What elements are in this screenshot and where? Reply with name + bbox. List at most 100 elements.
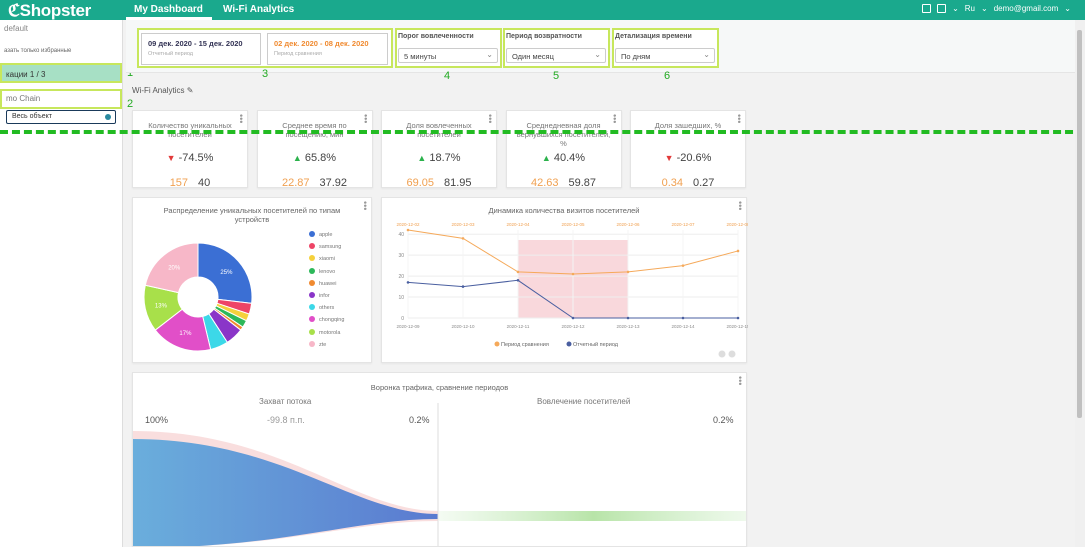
kpi-report-value: 40 [198, 177, 211, 189]
book-icon[interactable] [922, 4, 932, 13]
chevron-down-icon: ⌄ [594, 50, 601, 59]
prev-page-icon[interactable] [718, 350, 726, 358]
data-point[interactable] [626, 270, 630, 274]
object-select[interactable]: Весь объект [6, 110, 116, 124]
y-tick-label: 40 [398, 232, 404, 238]
funnel-right-title: Вовлечение посетителей [537, 397, 631, 406]
data-point[interactable] [736, 316, 740, 320]
sidebar: default азать только избранные кации 1 /… [0, 20, 123, 547]
annotation-5: 5 [553, 70, 560, 82]
x-tick-label: 2020-12-13 [616, 324, 640, 329]
kpi-compare-value: 42.63 [530, 177, 559, 189]
data-point[interactable] [406, 228, 410, 232]
arrow-down-icon: ▼ [166, 153, 176, 163]
annotation-1: 1 [127, 67, 134, 79]
x-top-tick-label: 2020-12-02 [396, 222, 420, 227]
data-point[interactable] [516, 270, 520, 274]
kpi-values: 42.63 59.87 [507, 177, 621, 189]
compare-period-picker[interactable]: 02 дек. 2020 - 08 дек. 2020 Период сравн… [267, 33, 388, 65]
data-point[interactable] [736, 249, 740, 253]
data-point[interactable] [571, 272, 575, 276]
threshold-select[interactable]: 5 минуты ⌄ [398, 48, 498, 63]
show-favorites-link[interactable]: азать только избранные [4, 48, 72, 54]
x-tick-label: 2020-12-10 [451, 324, 475, 329]
data-point[interactable] [626, 316, 630, 320]
data-point[interactable] [681, 316, 685, 320]
more-icon[interactable]: ••• [735, 201, 745, 211]
line-chart: 0 10 20 30 40 2020-12-09 2020-12-02 2020-12-10 2… [396, 222, 748, 358]
chevron-down-icon: ⌄ [486, 50, 493, 59]
legend-item-apple[interactable]: apple [309, 231, 332, 238]
annotation-6: 6 [664, 70, 671, 82]
x-top-tick-label: 2020-12-05 [561, 222, 585, 227]
chevron-down-icon[interactable]: ⌄ [952, 4, 959, 13]
legend-item-lenovo[interactable]: lenovo [309, 267, 335, 275]
sidebar-default[interactable]: default [4, 24, 29, 33]
next-page-icon[interactable] [728, 350, 736, 358]
kpi-card: ••• Доля вовлеченных посетителей ▲ 18.7% 69… [381, 110, 497, 189]
kpi-delta: ▲ 65.8% [292, 152, 337, 164]
more-icon[interactable]: ••• [735, 376, 745, 386]
arrow-up-icon: ▲ [292, 153, 302, 163]
legend-item-others[interactable]: others [309, 304, 334, 311]
arrow-up-icon: ▲ [417, 153, 427, 163]
edit-icon[interactable]: ✎ [186, 86, 194, 95]
pie-slice-label: 20% [168, 265, 181, 271]
scrollbar-thumb[interactable] [1077, 30, 1082, 418]
pie-slice-apple[interactable] [197, 242, 253, 304]
user-area: ⌄ Ru ⌄ demo@gmail.com ⌄ [922, 4, 1071, 13]
data-point[interactable] [461, 285, 465, 288]
line-title: Динамика количества визитов посетителей [488, 206, 640, 215]
data-point[interactable] [406, 281, 410, 284]
report-period-picker[interactable]: 09 дек. 2020 - 15 дек. 2020 Отчетный пер… [141, 33, 261, 65]
chevron-down-icon[interactable]: ⌄ [981, 4, 988, 13]
legend-item-samsung[interactable]: samsung [309, 243, 341, 250]
return-period-select[interactable]: Один месяц ⌄ [506, 48, 606, 63]
legend-item-huawei[interactable]: huawei [309, 279, 336, 287]
annotation-2: 2 [127, 98, 134, 110]
logo-icon: ℭ [8, 1, 20, 20]
funnel-chart [133, 403, 746, 546]
share-icon[interactable] [937, 4, 947, 13]
legend-item-infor[interactable]: infor [309, 292, 330, 299]
legend-item-chongqing[interactable]: chongqing [309, 316, 344, 323]
language-select[interactable]: Ru [964, 4, 975, 13]
pie-slice-zte[interactable] [144, 242, 199, 294]
more-icon[interactable]: ••• [360, 201, 370, 211]
more-icon[interactable]: ••• [360, 114, 371, 124]
data-point[interactable] [681, 264, 685, 267]
kpi-delta: ▲ 18.7% [417, 152, 461, 164]
kpi-compare-value: 22.87 [281, 177, 310, 189]
time-detail-select[interactable]: По дням ⌄ [615, 48, 715, 63]
more-icon[interactable]: ••• [734, 114, 744, 124]
tab-my-dashboard[interactable]: My Dashboard [134, 4, 203, 15]
legend-label[interactable]: Период сравнения [501, 342, 549, 348]
user-email[interactable]: demo@gmail.com [993, 4, 1059, 13]
sidebar-demo-chain[interactable]: mo Chain [0, 89, 122, 109]
kpi-compare-value: 0.34 [661, 177, 683, 189]
more-icon[interactable]: ••• [609, 114, 620, 124]
data-point[interactable] [461, 237, 465, 240]
pie-slice-label: 25% [220, 270, 233, 276]
top-nav-bar: ℭShopster My Dashboard Wi-Fi Analytics ⌄… [0, 0, 1085, 20]
funnel-pct-1: 100% [145, 415, 169, 425]
tab-wifi-analytics[interactable]: Wi-Fi Analytics [223, 4, 295, 15]
logo[interactable]: ℭShopster [8, 1, 91, 20]
x-tick-label: 2020-12-09 [396, 324, 420, 329]
chevron-down-icon[interactable]: ⌄ [1064, 4, 1071, 13]
legend-item-motorola[interactable]: motorola [309, 328, 340, 336]
kpi-delta: ▼ -20.6% [664, 152, 712, 164]
data-point[interactable] [571, 316, 575, 320]
sidebar-locations[interactable]: кации 1 / 3 [0, 63, 122, 83]
legend-item-zte[interactable]: zte [309, 340, 326, 348]
more-icon[interactable]: ••• [485, 114, 495, 124]
annotation-4: 4 [444, 70, 451, 82]
more-icon[interactable]: ••• [236, 114, 246, 124]
legend-label[interactable]: Отчетный период [573, 341, 619, 348]
kpi-card: ••• Доля зашедших, % ▼ -20.6% 0.34 0.27 [630, 110, 746, 189]
kpi-title: Доля зашедших, % [654, 121, 722, 130]
legend-marker-icon [566, 341, 572, 347]
data-point[interactable] [516, 278, 520, 282]
kpi-card: ••• Среднее время по посещению, мин ▲ 65.8… [256, 110, 373, 189]
legend-item-xiaomi[interactable]: xiaomi [309, 255, 335, 262]
